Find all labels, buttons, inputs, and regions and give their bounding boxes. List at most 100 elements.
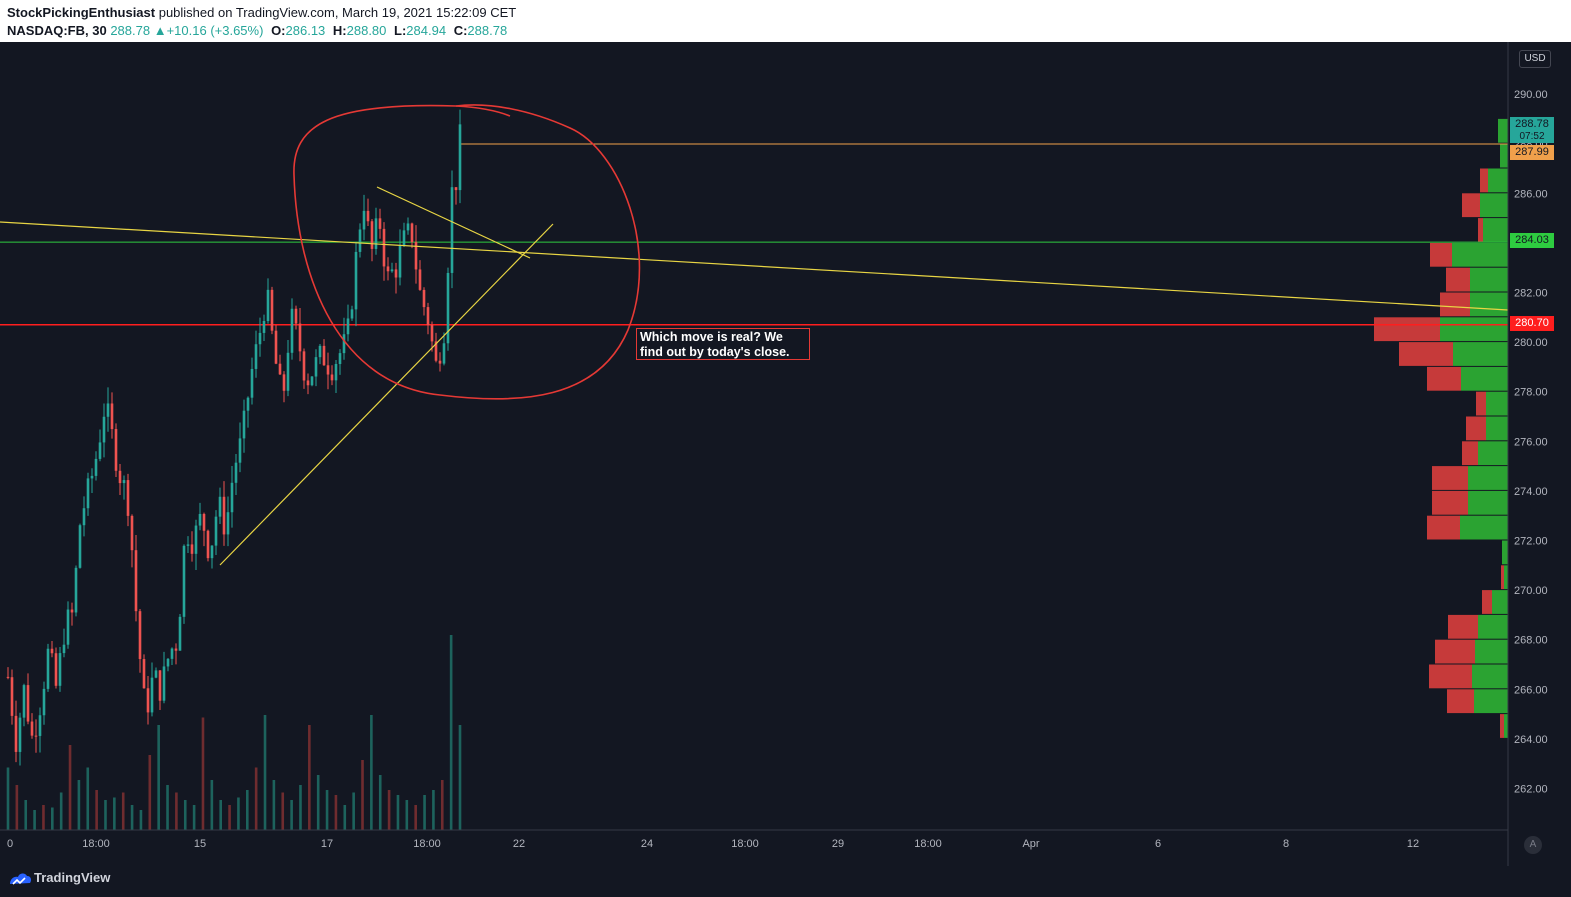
- tradingview-logo-icon[interactable]: [8, 870, 32, 890]
- candlesticks: [6, 109, 462, 766]
- candle-body: [102, 416, 106, 443]
- candle-body: [394, 269, 398, 278]
- x-tick-12: 8: [1283, 838, 1289, 850]
- candle-body: [318, 345, 322, 358]
- volume-bar: [113, 797, 116, 830]
- candle-body: [302, 351, 306, 381]
- candle-body: [458, 124, 462, 191]
- volume-bar: [449, 635, 453, 830]
- candle-body: [230, 482, 234, 513]
- volume-bar: [86, 767, 90, 830]
- candle-body: [166, 658, 170, 667]
- candle-body: [74, 567, 78, 613]
- candle-body: [82, 508, 86, 526]
- volume-bar: [210, 780, 214, 830]
- volume-bar: [228, 805, 231, 830]
- high-label: H:: [332, 23, 347, 38]
- high-value: 288.80: [346, 23, 387, 38]
- publication-line: StockPickingEnthusiast published on Trad…: [7, 5, 516, 20]
- vp-up-bar: [1470, 292, 1508, 317]
- volume-bar: [432, 790, 435, 830]
- low-value: 284.94: [406, 23, 447, 38]
- auto-scale-button[interactable]: A: [1524, 836, 1542, 854]
- candle-body: [90, 475, 94, 479]
- candle-body: [386, 266, 390, 272]
- y-tick-2: 266.00: [1514, 684, 1548, 696]
- candle-body: [282, 374, 286, 391]
- candle-body: [178, 616, 182, 651]
- volume-bar: [175, 792, 178, 830]
- volume-bar: [325, 790, 329, 830]
- vp-up-bar: [1500, 143, 1508, 168]
- vp-up-bar: [1468, 466, 1508, 490]
- vp-up-bar: [1461, 366, 1508, 391]
- candle-body: [334, 363, 338, 381]
- vp-up-bar: [1498, 118, 1508, 143]
- price-tag-orange: 287.99: [1510, 145, 1554, 160]
- volume-bar: [263, 715, 267, 830]
- y-tick-0: 262.00: [1514, 784, 1548, 796]
- candle-body: [142, 659, 146, 689]
- candle-body: [162, 666, 166, 701]
- candle-body: [358, 229, 362, 252]
- price-chart[interactable]: 262.00 264.00 266.00 268.00 270.00 272.00 274.…: [0, 42, 1571, 866]
- price-change: +10.16 (+3.65%): [166, 23, 264, 38]
- volume-bar: [157, 725, 160, 830]
- vp-down-bar: [1466, 416, 1486, 441]
- candle-body: [330, 374, 334, 381]
- trendline-0[interactable]: [0, 221, 1509, 311]
- price-tag-red: 280.70: [1510, 316, 1554, 331]
- x-tick-2: 15: [194, 838, 206, 850]
- chart-header: StockPickingEnthusiast published on Trad…: [0, 0, 1571, 42]
- trendline-1[interactable]: [376, 186, 531, 259]
- vp-down-bar: [1427, 515, 1460, 540]
- annotation-line-1: Which move is real? We: [640, 330, 783, 344]
- vp-down-bar: [1482, 590, 1492, 614]
- candle-body: [322, 345, 326, 366]
- volume-bar: [77, 780, 81, 830]
- y-tick-8: 278.00: [1514, 387, 1548, 399]
- chart-annotation[interactable]: Which move is real? We find out by today…: [636, 328, 810, 360]
- candle-body: [278, 363, 282, 375]
- y-tick-4: 270.00: [1514, 585, 1548, 597]
- y-axis-ticks: 262.00 264.00 266.00 268.00 270.00 272.00 274.…: [1514, 89, 1548, 795]
- symbol-name[interactable]: NASDAQ:FB, 30: [7, 23, 107, 38]
- volume-bar: [59, 792, 63, 830]
- candle-body: [418, 269, 422, 290]
- candle-body: [350, 309, 354, 319]
- vp-down-bar: [1447, 689, 1474, 714]
- volume-bar: [308, 725, 311, 830]
- published-text: published on TradingView.com, March 19, …: [158, 5, 517, 20]
- candle-body: [414, 242, 418, 270]
- change-up-icon: ▲: [153, 23, 167, 38]
- candle-body: [398, 245, 402, 278]
- y-tick-9: 280.00: [1514, 337, 1548, 349]
- volume-bar: [423, 795, 426, 830]
- x-tick-9: 18:00: [914, 838, 942, 850]
- candle-body: [174, 648, 178, 651]
- vp-down-bar: [1435, 639, 1475, 664]
- volume-bar: [95, 790, 98, 830]
- candle-body: [210, 545, 214, 559]
- candle-body: [234, 462, 238, 483]
- circle-tail: [455, 105, 511, 117]
- horizontal-levels: [0, 143, 1508, 326]
- tradingview-brand[interactable]: TradingView: [34, 870, 111, 885]
- candle-body: [290, 308, 294, 353]
- volume-bar: [219, 800, 223, 830]
- author-name[interactable]: StockPickingEnthusiast: [7, 5, 156, 20]
- currency-button[interactable]: USD: [1519, 50, 1551, 68]
- x-tick-1: 18:00: [82, 838, 110, 850]
- candle-body: [94, 458, 98, 476]
- candle-body: [110, 403, 114, 430]
- volume-bar: [201, 717, 205, 830]
- candle-body: [6, 676, 10, 678]
- annotation-line-2: find out by today's close.: [640, 345, 790, 359]
- volume-bar: [387, 790, 391, 830]
- countdown-value: 07:52: [1519, 131, 1545, 142]
- vp-up-bar: [1480, 193, 1508, 218]
- candle-body: [138, 611, 142, 660]
- trendlines: [0, 186, 1509, 566]
- candle-body: [314, 357, 318, 377]
- trendline-2[interactable]: [219, 223, 554, 566]
